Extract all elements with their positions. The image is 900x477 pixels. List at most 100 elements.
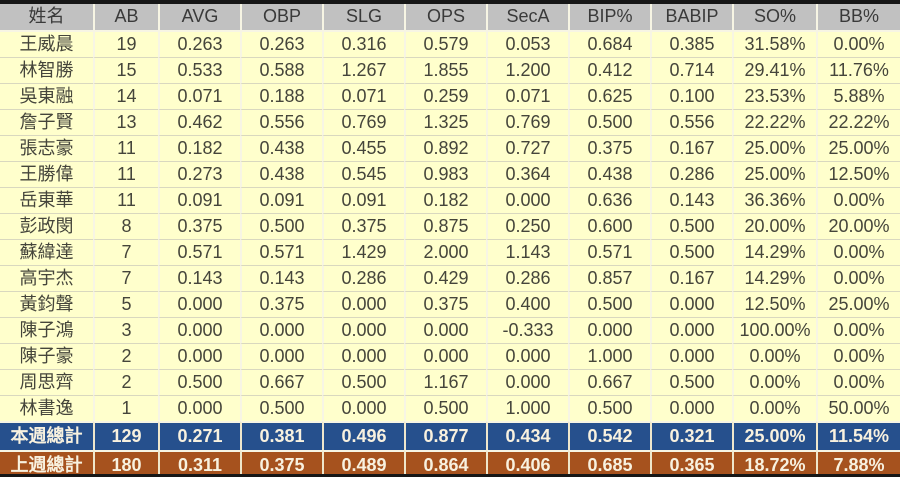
- stat-cell-babip: 0.100: [650, 83, 732, 109]
- stat-cell-ops: 0.259: [404, 83, 486, 109]
- stat-cell-seca: 0.364: [486, 161, 568, 187]
- table-row: 王威晨 19 0.263 0.263 0.316 0.579 0.053 0.684 0.385…: [0, 32, 900, 57]
- stat-cell-obp: 0.667: [240, 369, 322, 395]
- stat-cell-bip-pct: 0.438: [568, 161, 650, 187]
- stat-cell-bip-pct: 0.667: [568, 369, 650, 395]
- stat-cell-seca: 0.000: [486, 187, 568, 213]
- stat-cell-ab: 11: [93, 187, 158, 213]
- stat-cell-ops: 0.500: [404, 395, 486, 421]
- stat-cell-babip: 0.167: [650, 265, 732, 291]
- stat-cell-avg: 0.375: [158, 213, 240, 239]
- stat-cell-babip: 0.167: [650, 135, 732, 161]
- stat-cell-so-pct: 23.53%: [732, 83, 816, 109]
- stat-cell-ops: 0.892: [404, 135, 486, 161]
- total-stat-cell-slg: 0.489: [322, 450, 404, 474]
- stat-cell-seca: 0.000: [486, 343, 568, 369]
- stat-cell-babip: 0.143: [650, 187, 732, 213]
- stat-cell-ops: 0.182: [404, 187, 486, 213]
- table-row: 詹子賢 13 0.462 0.556 0.769 1.325 0.769 0.500 0.556…: [0, 109, 900, 135]
- stat-cell-seca: -0.333: [486, 317, 568, 343]
- player-rows: 王威晨 19 0.263 0.263 0.316 0.579 0.053 0.684 0.385…: [0, 32, 900, 421]
- stat-cell-ab: 19: [93, 32, 158, 57]
- header-cell-bip-pct: BIP%: [568, 4, 650, 32]
- total-stat-cell-so-pct: 18.72%: [732, 450, 816, 474]
- table-row: 林智勝 15 0.533 0.588 1.267 1.855 1.200 0.412 0.714…: [0, 57, 900, 83]
- table-row: 彭政閔 8 0.375 0.500 0.375 0.875 0.250 0.600 0.500 2…: [0, 213, 900, 239]
- header-row: 姓名 AB AVG OBP SLG OPS SecA BIP% BABIP SO% BB%: [0, 4, 900, 32]
- header-cell-babip: BABIP: [650, 4, 732, 32]
- table-row: 王勝偉 11 0.273 0.438 0.545 0.983 0.364 0.438 0.286…: [0, 161, 900, 187]
- header-cell-seca: SecA: [486, 4, 568, 32]
- stat-cell-so-pct: 0.00%: [732, 395, 816, 421]
- stat-cell-babip: 0.714: [650, 57, 732, 83]
- table-row: 岳東華 11 0.091 0.091 0.091 0.182 0.000 0.636 0.143…: [0, 187, 900, 213]
- stat-cell-ops: 0.000: [404, 317, 486, 343]
- total-row-this-week: 本週總計 129 0.271 0.381 0.496 0.877 0.434 0.542 0.3…: [0, 421, 900, 450]
- stat-cell-so-pct: 12.50%: [732, 291, 816, 317]
- header-cell-slg: SLG: [322, 4, 404, 32]
- stat-cell-ab: 13: [93, 109, 158, 135]
- total-stat-cell-seca: 0.434: [486, 421, 568, 450]
- table-row: 張志豪 11 0.182 0.438 0.455 0.892 0.727 0.375 0.167…: [0, 135, 900, 161]
- player-name-cell: 陳子鴻: [0, 317, 93, 343]
- batting-stats-table: 姓名 AB AVG OBP SLG OPS SecA BIP% BABIP SO% BB% 王威晨 1…: [0, 4, 900, 474]
- stat-cell-avg: 0.000: [158, 343, 240, 369]
- stat-cell-so-pct: 29.41%: [732, 57, 816, 83]
- stat-cell-babip: 0.286: [650, 161, 732, 187]
- stat-cell-so-pct: 0.00%: [732, 343, 816, 369]
- stat-cell-obp: 0.500: [240, 213, 322, 239]
- stat-cell-ops: 2.000: [404, 239, 486, 265]
- stat-cell-ab: 8: [93, 213, 158, 239]
- total-stat-cell-ab: 180: [93, 450, 158, 474]
- stat-cell-bip-pct: 0.857: [568, 265, 650, 291]
- total-stat-cell-avg: 0.271: [158, 421, 240, 450]
- stat-cell-slg: 0.545: [322, 161, 404, 187]
- stat-cell-slg: 0.375: [322, 213, 404, 239]
- stat-cell-slg: 0.769: [322, 109, 404, 135]
- total-row-last-week: 上週總計 180 0.311 0.375 0.489 0.864 0.406 0.685 0.3…: [0, 450, 900, 474]
- player-name-cell: 彭政閔: [0, 213, 93, 239]
- stat-cell-slg: 0.091: [322, 187, 404, 213]
- player-name-cell: 詹子賢: [0, 109, 93, 135]
- stat-cell-bip-pct: 0.500: [568, 109, 650, 135]
- stat-cell-bb-pct: 25.00%: [816, 291, 900, 317]
- stat-cell-ab: 2: [93, 343, 158, 369]
- header-cell-ops: OPS: [404, 4, 486, 32]
- stat-cell-bb-pct: 50.00%: [816, 395, 900, 421]
- total-stat-cell-avg: 0.311: [158, 450, 240, 474]
- stat-cell-obp: 0.571: [240, 239, 322, 265]
- stat-cell-obp: 0.588: [240, 57, 322, 83]
- stat-cell-bip-pct: 1.000: [568, 343, 650, 369]
- stat-cell-ab: 3: [93, 317, 158, 343]
- stat-cell-slg: 0.500: [322, 369, 404, 395]
- stat-cell-bip-pct: 0.412: [568, 57, 650, 83]
- table-row: 黃鈞聲 5 0.000 0.375 0.000 0.375 0.400 0.500 0.000 1…: [0, 291, 900, 317]
- stat-cell-seca: 0.400: [486, 291, 568, 317]
- stat-cell-babip: 0.500: [650, 239, 732, 265]
- stat-cell-so-pct: 100.00%: [732, 317, 816, 343]
- stat-cell-obp: 0.438: [240, 135, 322, 161]
- total-stat-cell-slg: 0.496: [322, 421, 404, 450]
- stat-cell-so-pct: 36.36%: [732, 187, 816, 213]
- stat-cell-avg: 0.000: [158, 317, 240, 343]
- stat-cell-babip: 0.000: [650, 343, 732, 369]
- total-stat-cell-so-pct: 25.00%: [732, 421, 816, 450]
- stat-cell-seca: 1.143: [486, 239, 568, 265]
- stat-cell-obp: 0.556: [240, 109, 322, 135]
- stat-cell-ops: 0.000: [404, 343, 486, 369]
- stat-cell-ab: 5: [93, 291, 158, 317]
- stat-cell-slg: 0.316: [322, 32, 404, 57]
- stat-cell-ops: 0.579: [404, 32, 486, 57]
- total-stat-cell-ab: 129: [93, 421, 158, 450]
- stat-cell-bip-pct: 0.636: [568, 187, 650, 213]
- stat-cell-avg: 0.462: [158, 109, 240, 135]
- total-stat-cell-bb-pct: 7.88%: [816, 450, 900, 474]
- stat-cell-seca: 0.250: [486, 213, 568, 239]
- stat-cell-bb-pct: 5.88%: [816, 83, 900, 109]
- player-name-cell: 黃鈞聲: [0, 291, 93, 317]
- stat-cell-bip-pct: 0.625: [568, 83, 650, 109]
- stat-cell-bip-pct: 0.500: [568, 395, 650, 421]
- stat-cell-avg: 0.533: [158, 57, 240, 83]
- stat-cell-obp: 0.375: [240, 291, 322, 317]
